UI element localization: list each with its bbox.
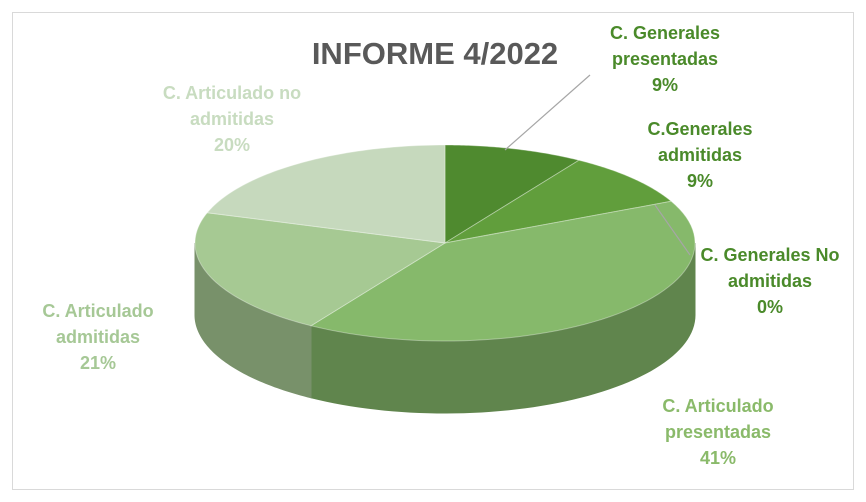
category-label: C. Generales No admitidas	[700, 245, 840, 291]
category-label: C. Generales presentadas	[609, 23, 721, 69]
chart-border	[12, 12, 854, 490]
category-label: C. Articulado admitidas	[42, 301, 154, 347]
chart-title: INFORME 4/2022	[311, 36, 559, 71]
data-label: C. Articulado admitidas 21%	[18, 298, 178, 376]
pie-slice	[444, 159, 673, 244]
category-label: C.Generales admitidas	[647, 119, 753, 165]
value-label: 41%	[699, 448, 737, 468]
pie-slice	[194, 212, 447, 327]
pie-slice	[206, 144, 446, 244]
data-label: C. Articulado no admitidas 20%	[152, 80, 312, 158]
category-label: C. Articulado presentadas	[662, 396, 774, 442]
pie-slice	[309, 200, 696, 342]
leader-line	[504, 74, 591, 151]
pie-slice-side	[194, 242, 312, 399]
value-label: 9%	[686, 171, 713, 191]
data-label: C. Generales presentadas 9%	[585, 20, 745, 98]
value-label: 20%	[213, 135, 251, 155]
category-label: C. Articulado no admitidas	[162, 83, 302, 129]
leader-line	[654, 204, 691, 256]
pie	[194, 144, 696, 414]
data-label: C. Generales No admitidas 0%	[690, 242, 850, 320]
data-label: C.Generales admitidas 9%	[620, 116, 780, 194]
value-label: 21%	[79, 353, 117, 373]
pie-slice	[444, 144, 581, 244]
data-label: C. Articulado presentadas 41%	[638, 393, 798, 471]
value-label: 0%	[756, 297, 783, 317]
value-label: 9%	[651, 75, 678, 95]
